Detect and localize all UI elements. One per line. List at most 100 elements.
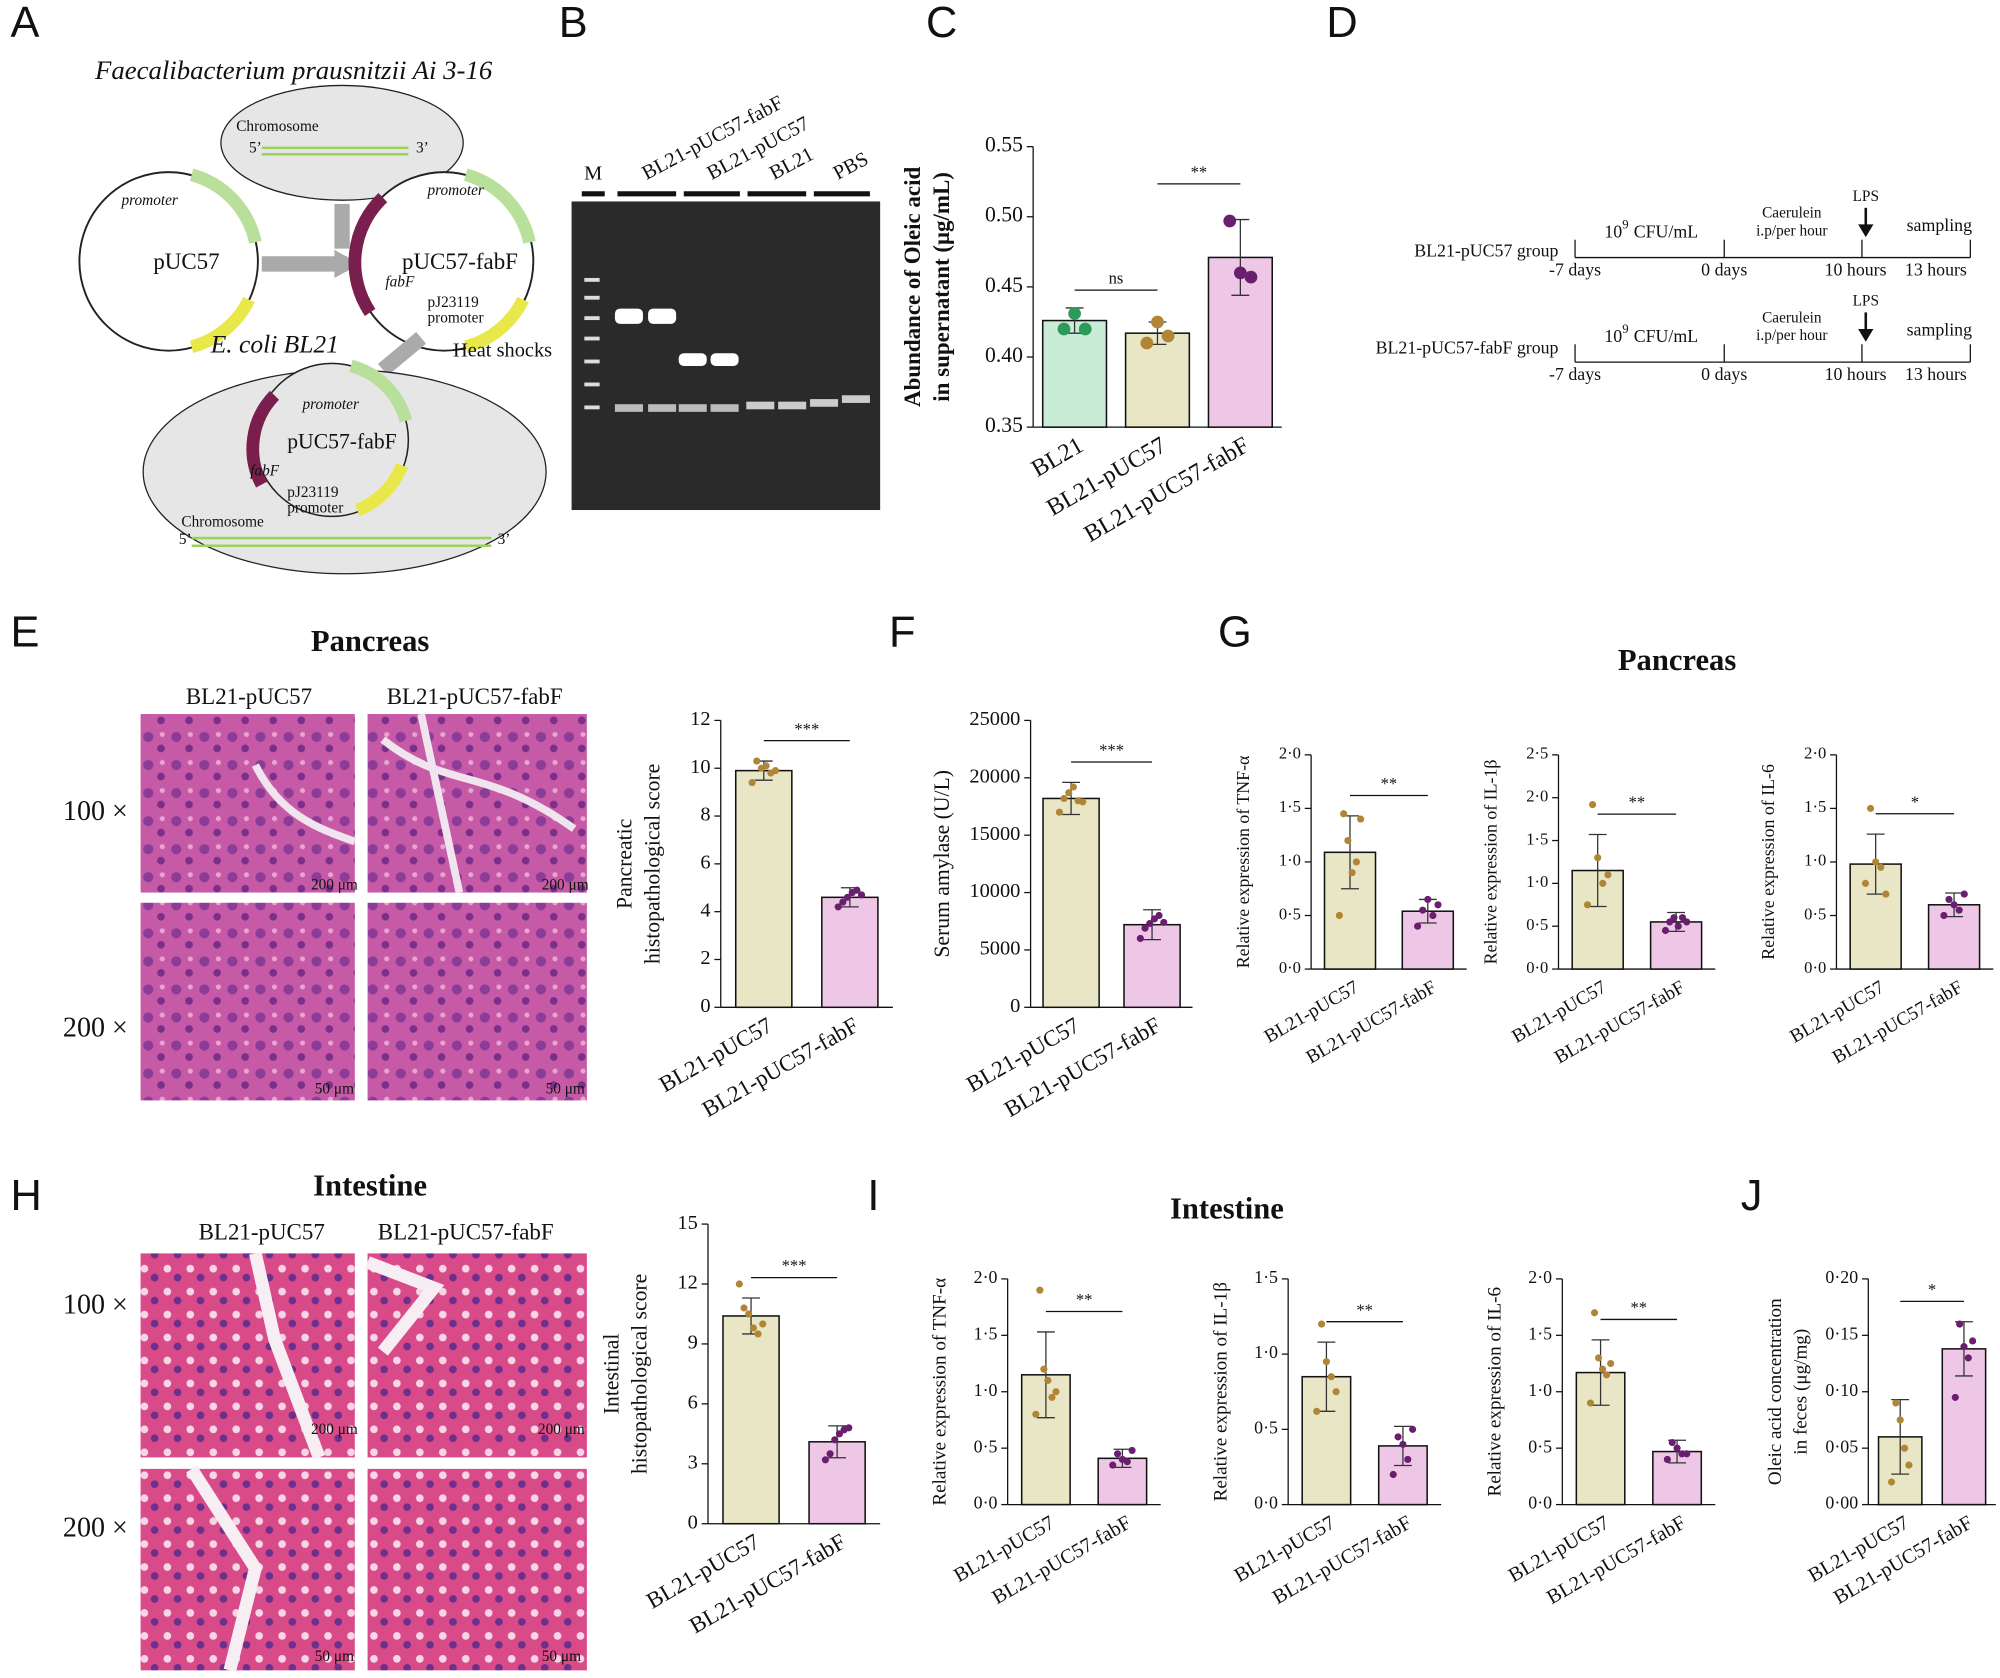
data-point xyxy=(762,762,770,770)
y-tick-label: 1·5 xyxy=(974,1323,998,1343)
timeline: BL21-pUC57 group 109 CFU/mL Caerulein i.p… xyxy=(1376,188,1972,384)
time: 10 hours xyxy=(1825,364,1887,384)
data-point xyxy=(1603,1371,1611,1379)
chart: 0·0 0·5 1·0 1·5 2·0 Relative expression of TN… xyxy=(1233,744,1467,1068)
significance-label: ** xyxy=(1076,1290,1093,1309)
lane-label: PBS xyxy=(830,148,872,184)
y-axis-label: in feces (μg/mg) xyxy=(1790,1329,1811,1455)
chart: 0.35 0.40 0.45 0.50 0.55 Abundance of Oleic a… xyxy=(900,133,1282,548)
plasmid-diagram: Faecalibacterium prausnitzii Ai 3-16 Chr… xyxy=(78,55,552,575)
data-point xyxy=(1136,934,1144,943)
data-point xyxy=(1113,1450,1122,1458)
panel-label: D xyxy=(1326,0,1357,47)
row: 200 × xyxy=(63,1513,128,1544)
y-axis-label: Pancreatic xyxy=(612,819,636,909)
y-tick-label: 5000 xyxy=(980,938,1021,960)
y-axis-label: Relative expression of IL-6 xyxy=(1484,1287,1505,1497)
x-tick-label: BL21-pUC57-fabF xyxy=(1829,977,1966,1068)
y-tick-label: 0·10 xyxy=(1825,1380,1858,1400)
label: promoter xyxy=(427,309,483,326)
time: 10 hours xyxy=(1825,260,1887,280)
y-tick-label: 1·5 xyxy=(1526,829,1548,848)
data-point xyxy=(1052,1388,1060,1396)
panel-label: C xyxy=(926,0,957,47)
data-point xyxy=(1233,266,1247,280)
data-point xyxy=(1065,789,1073,797)
label: 3’ xyxy=(498,531,511,548)
bar xyxy=(1041,319,1108,428)
data-point xyxy=(1607,1359,1615,1368)
column: BL21-pUC57 xyxy=(199,1220,325,1245)
y-tick-label: 1·0 xyxy=(1528,1380,1552,1400)
y-tick-label: 1·0 xyxy=(1279,851,1301,870)
y-tick-label: 0 xyxy=(700,995,710,1017)
significance-label: *** xyxy=(782,1256,807,1275)
label: promoter xyxy=(287,499,343,516)
y-tick-label: 2·0 xyxy=(974,1267,998,1287)
column: BL21-pUC57-fabF xyxy=(387,684,563,709)
data-point xyxy=(843,893,852,901)
y-tick-label: 0·5 xyxy=(1254,1417,1278,1437)
panel-labels: A B C D E F G H I J xyxy=(11,0,1763,1220)
y-tick-label: 0·0 xyxy=(1804,958,1826,977)
y-tick-label: 0.40 xyxy=(985,343,1023,367)
y-tick-label: 3 xyxy=(688,1451,698,1473)
data-point xyxy=(1900,1444,1909,1452)
y-tick-label: 10 xyxy=(690,756,710,778)
y-tick-label: 1·0 xyxy=(1526,872,1548,891)
label: 3’ xyxy=(416,140,429,157)
data-point xyxy=(1155,911,1163,920)
data-point xyxy=(1414,922,1422,930)
y-tick-label: 0·0 xyxy=(1279,958,1301,977)
data-point xyxy=(1882,890,1890,898)
x-tick-label: BL21-pUC57-fabF xyxy=(1303,977,1440,1068)
y-tick-label: 0.35 xyxy=(985,413,1023,437)
data-point xyxy=(1128,1446,1136,1454)
data-point xyxy=(826,1450,834,1458)
y-tick-label: 0·0 xyxy=(1526,958,1548,977)
data-point xyxy=(1332,1388,1340,1396)
data-point xyxy=(1940,911,1948,920)
label: E. coli BL21 xyxy=(210,330,339,359)
data-point xyxy=(835,1430,844,1438)
data-point xyxy=(1032,1410,1040,1418)
data-point xyxy=(735,1280,743,1288)
time: 13 hours xyxy=(1905,260,1967,280)
y-axis-label: histopathological score xyxy=(640,764,664,964)
bar xyxy=(734,769,793,1009)
y-tick-label: 0.45 xyxy=(985,273,1023,297)
data-point xyxy=(857,891,866,899)
y-tick-label: 0·5 xyxy=(974,1436,998,1456)
label: promoter xyxy=(302,396,359,413)
panel-label: F xyxy=(889,608,915,656)
y-tick-label: 15 xyxy=(677,1212,697,1234)
chart: 0 2 4 6 8 10 12 Pancreatic histopathological sco… xyxy=(612,708,893,1122)
y-tick-label: 1·5 xyxy=(1528,1323,1552,1343)
data-point xyxy=(1151,315,1164,329)
dose-unit: CFU/mL xyxy=(1634,221,1698,241)
y-tick-label: 25000 xyxy=(969,708,1020,730)
bar xyxy=(722,1315,780,1525)
data-point xyxy=(1945,895,1953,904)
y-tick-label: 0 xyxy=(1010,995,1020,1017)
data-point xyxy=(834,903,842,911)
data-point xyxy=(1335,911,1343,920)
data-point xyxy=(839,898,847,906)
bar xyxy=(821,896,879,1009)
data-point xyxy=(1348,869,1356,877)
scale-label: 200 μm xyxy=(311,877,358,894)
data-point xyxy=(1950,901,1958,909)
y-tick-label: 0·5 xyxy=(1804,904,1826,923)
y-axis-label: Oleic acid concentration xyxy=(1765,1298,1786,1485)
scale-label: 200 μm xyxy=(542,877,589,894)
data-point xyxy=(1668,1438,1676,1447)
error-bar xyxy=(1591,1339,1610,1406)
label: fabF xyxy=(385,274,415,291)
x-tick-label: BL21 xyxy=(1027,432,1088,483)
data-point xyxy=(1123,1458,1131,1466)
data-point xyxy=(1399,1440,1407,1448)
data-point xyxy=(1905,1461,1913,1469)
panel-label: G xyxy=(1218,608,1252,656)
title: Intestine xyxy=(1170,1191,1284,1225)
